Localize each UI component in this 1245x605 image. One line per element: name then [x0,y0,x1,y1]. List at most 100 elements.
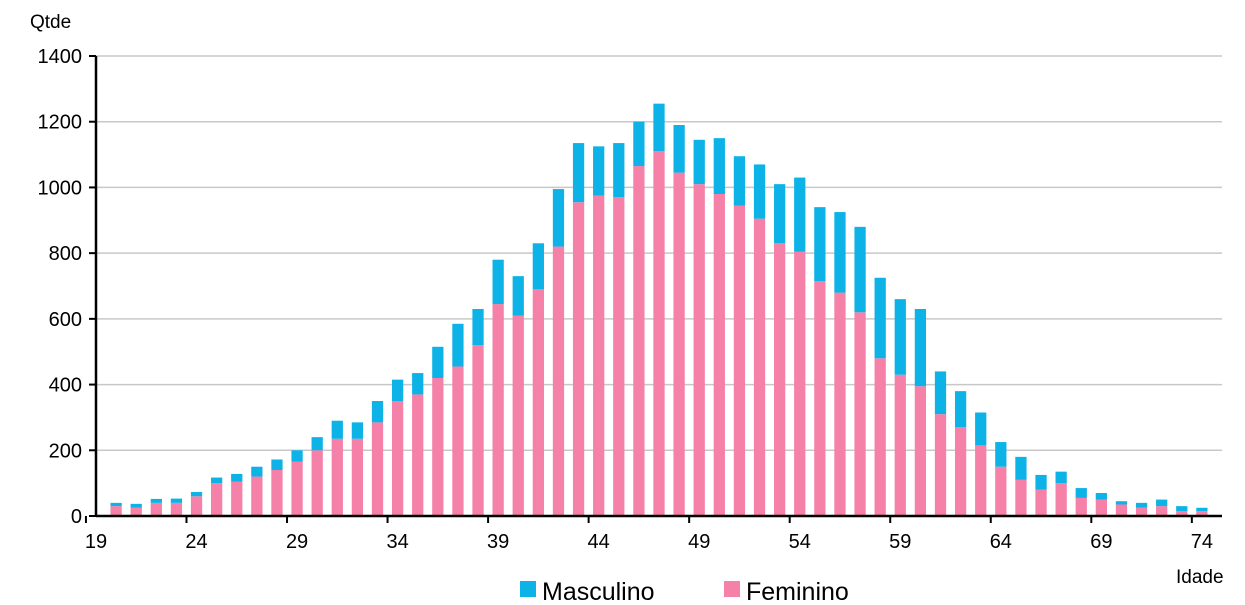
bar-feminino [854,312,866,516]
bar-feminino [1035,489,1047,516]
bar-feminino [593,195,605,516]
bar-masculino [271,459,283,470]
bar-feminino [251,476,263,516]
bar-feminino [331,438,343,516]
bar-masculino [733,156,746,206]
bar-feminino [1115,504,1128,516]
bar-masculino [934,371,947,415]
bar-masculino [150,498,162,503]
x-tick-label: 74 [1191,531,1213,553]
y-axis-label: Qtde [30,12,71,33]
bar-masculino [713,138,725,194]
bar-feminino [673,172,685,516]
bar-feminino [713,194,725,516]
bar-feminino [914,386,927,516]
bar-masculino [110,502,122,507]
bar-masculino [854,226,866,313]
bar-feminino [814,281,826,516]
axes [84,56,1222,523]
x-tick-label: 64 [990,531,1012,553]
bars [110,103,1208,517]
x-tick-label: 59 [889,531,911,553]
bar-feminino [452,366,464,516]
bar-feminino [975,445,987,516]
bar-feminino [653,151,665,517]
bar-masculino [231,473,243,482]
bar-feminino [894,374,906,516]
y-tick-label: 400 [49,375,82,397]
bar-masculino [351,422,364,439]
y-tick-label: 0 [71,506,82,528]
bar-feminino [150,502,162,516]
y-tick-label: 1000 [38,177,83,199]
bar-masculino [532,243,544,290]
bar-feminino [271,470,283,516]
x-axis-label: Idade [1176,567,1224,588]
bar-feminino [1075,497,1087,516]
y-tick-label: 600 [49,309,82,331]
bar-masculino [1176,506,1188,512]
y-tick-label: 1200 [38,112,83,134]
bar-masculino [432,346,444,378]
x-tick-label: 69 [1090,531,1112,553]
bar-masculino [1055,471,1067,484]
bar-feminino [1095,499,1107,516]
bar-feminino [1176,511,1188,516]
bar-feminino [190,496,203,516]
x-tick-labels: 19 24 29 34 39 44 49 54 59 64 69 74 [85,531,1213,553]
bar-feminino [1196,511,1208,516]
bar-feminino [633,166,645,517]
bar-feminino [291,461,303,516]
bar-masculino [753,164,766,219]
x-tick-label: 34 [386,531,408,553]
bar-masculino [311,437,323,451]
bar-feminino [110,506,122,516]
bar-masculino [995,442,1007,467]
bar-masculino [1196,507,1208,512]
bar-feminino [311,450,323,516]
legend-label-masculino: Masculino [542,578,655,605]
x-tick-label: 39 [487,531,509,553]
y-tick-label: 200 [49,440,82,462]
bar-masculino [1035,474,1047,490]
bar-masculino [593,146,605,196]
bar-feminino [532,289,544,516]
bar-feminino [552,246,565,517]
bar-masculino [1156,499,1168,507]
bar-feminino [351,438,364,516]
bar-masculino [834,212,846,293]
x-tick-label: 49 [688,531,710,553]
bar-feminino [995,466,1007,516]
bar-masculino [211,477,223,484]
bar-masculino [1135,502,1148,508]
bar-masculino [492,259,504,305]
y-tick-label: 1400 [38,46,83,68]
bar-masculino [975,412,987,446]
bar-feminino [794,251,806,516]
bar-feminino [774,243,786,517]
bar-masculino [1115,501,1128,505]
bar-masculino [512,276,524,316]
bar-masculino [130,503,142,508]
bar-masculino [633,121,645,167]
x-tick-label: 29 [286,531,308,553]
legend-swatch-masculino [520,581,536,597]
bar-masculino [693,139,705,185]
bar-feminino [613,197,625,517]
x-tick-label: 24 [185,531,207,553]
bar-feminino [211,483,223,516]
bar-masculino [371,401,384,423]
bar-masculino [331,420,343,439]
bar-masculino [291,450,303,462]
bar-masculino [1075,488,1087,498]
bar-feminino [934,414,947,516]
bar-masculino [552,189,565,247]
bar-masculino [391,379,404,401]
bar-masculino [412,373,424,395]
bar-feminino [492,304,504,516]
x-tick-label: 19 [85,531,107,553]
bar-masculino [774,184,786,244]
bar-masculino [914,309,927,387]
bar-masculino [472,309,484,346]
